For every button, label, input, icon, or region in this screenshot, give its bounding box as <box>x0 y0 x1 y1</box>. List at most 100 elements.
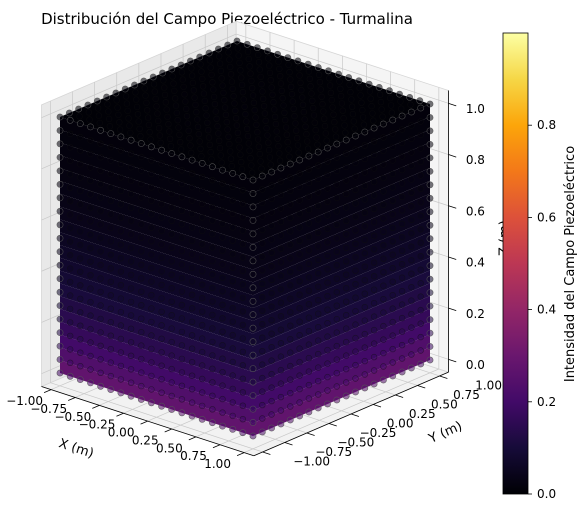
scatter-point <box>209 230 216 238</box>
scatter-point <box>296 399 303 406</box>
scatter-point <box>333 194 340 202</box>
scatter-point <box>87 258 94 265</box>
z-tick-label: 0.0 <box>466 358 485 372</box>
scatter-point <box>277 205 285 212</box>
scatter-point <box>259 348 266 355</box>
scatter-point <box>56 153 64 161</box>
scatter-point <box>314 148 322 156</box>
scatter-point <box>138 261 145 268</box>
scatter-point <box>324 239 331 246</box>
scatter-point <box>66 332 74 340</box>
scatter-point <box>343 325 350 332</box>
scatter-point <box>219 274 226 281</box>
scatter-point <box>248 162 255 169</box>
scatter-point <box>151 88 159 95</box>
scatter-point <box>333 329 340 336</box>
scatter-point <box>270 98 277 106</box>
scatter-point <box>426 316 434 323</box>
colorbar: 0.0 0.2 0.4 0.6 0.8 Intensidad del Campo Pie… <box>502 32 578 501</box>
scatter-point <box>352 267 359 274</box>
scatter-point <box>313 134 320 141</box>
scatter-point <box>287 241 294 249</box>
scatter-point <box>398 139 406 147</box>
scatter-point <box>324 333 331 340</box>
y-tick <box>284 442 293 446</box>
scatter-point <box>205 134 213 141</box>
scatter-point <box>324 346 331 354</box>
scatter-point <box>408 203 415 210</box>
colorbar-tick-label: 0.6 <box>537 210 556 224</box>
z-tick <box>448 205 457 209</box>
scatter-point <box>56 288 64 296</box>
scatter-point <box>163 106 170 113</box>
scatter-point <box>333 383 340 390</box>
scatter-point <box>398 301 406 308</box>
scatter-point <box>148 332 155 339</box>
scatter-point <box>192 101 199 109</box>
scatter-point <box>168 258 175 265</box>
scatter-point <box>380 174 387 182</box>
scatter-point <box>294 142 302 149</box>
scatter-point <box>107 305 115 312</box>
scatter-point <box>107 211 115 218</box>
scatter-point <box>370 286 378 293</box>
scatter-point <box>168 231 175 238</box>
scatter-point <box>296 183 303 191</box>
scatter-point <box>148 238 155 245</box>
scatter-point <box>277 164 285 172</box>
scatter-point <box>408 176 415 183</box>
scatter-point <box>199 187 206 194</box>
scatter-point <box>84 101 92 109</box>
scatter-point <box>257 73 264 81</box>
scatter-point <box>239 254 247 261</box>
scatter-point <box>361 223 368 230</box>
scatter-point <box>158 268 165 275</box>
right-face-strip <box>253 193 430 283</box>
scatter-point <box>343 163 350 171</box>
scatter-point <box>87 150 94 158</box>
scatter-point <box>304 60 312 68</box>
scatter-point <box>205 49 213 57</box>
scatter-point <box>380 255 387 262</box>
scatter-point <box>343 352 350 359</box>
scatter-point <box>300 108 307 116</box>
y-axis-label: Y (m) <box>426 419 465 447</box>
scatter-point <box>268 222 275 230</box>
scatter-point <box>277 272 285 279</box>
scatter-point <box>188 359 196 366</box>
scatter-point <box>224 126 231 133</box>
scatter-point <box>333 140 341 148</box>
scatter-point <box>259 361 266 368</box>
scatter-point <box>361 182 368 190</box>
scatter-point <box>158 389 165 396</box>
scatter-point <box>239 389 247 396</box>
scatter-point <box>274 135 281 142</box>
scatter-point <box>268 424 275 432</box>
scatter-point <box>249 190 257 197</box>
scatter-point <box>277 393 285 401</box>
scatter-point <box>389 332 396 339</box>
scatter-point <box>398 247 406 254</box>
scatter-point <box>277 259 285 266</box>
scatter-point <box>361 250 368 257</box>
scatter-point <box>315 202 322 210</box>
scatter-point <box>426 140 434 148</box>
scatter-point <box>296 72 303 79</box>
scatter-point <box>77 282 84 289</box>
scatter-point <box>361 196 368 203</box>
scatter-point <box>239 213 247 221</box>
scatter-point <box>217 152 225 159</box>
x-tick <box>43 389 52 394</box>
scatter-point <box>168 271 175 278</box>
scatter-point <box>56 342 64 350</box>
scatter-point <box>286 160 294 168</box>
scatter-point <box>237 151 244 158</box>
scatter-point <box>178 180 186 187</box>
scatter-point <box>244 48 252 55</box>
z-tick-label: 0.4 <box>466 256 485 270</box>
scatter-point <box>324 293 331 300</box>
scatter-point <box>370 246 378 253</box>
scatter-point <box>305 395 313 402</box>
scatter-point <box>321 115 328 122</box>
scatter-point <box>194 116 201 123</box>
